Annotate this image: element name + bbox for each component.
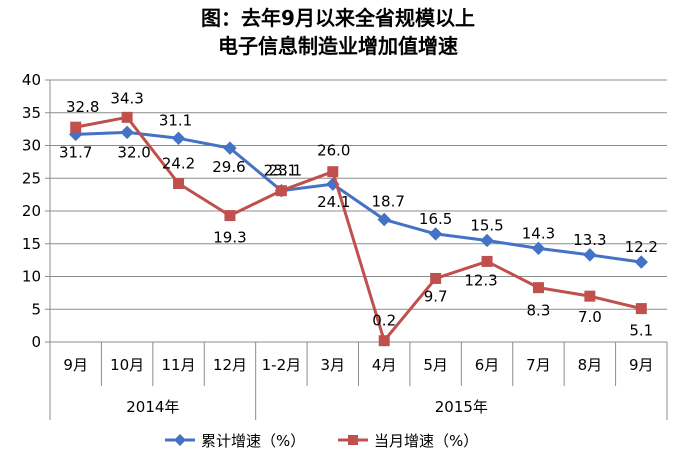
series-2-point — [481, 255, 493, 267]
x-tick-label: 9月 — [629, 356, 654, 374]
x-tick-label: 8月 — [578, 356, 603, 374]
series-1-point — [634, 255, 648, 269]
chart-title-line2: 电子信息制造业增加值增速 — [218, 34, 458, 58]
x-group-label: 2014年 — [126, 398, 179, 416]
series-1-point — [377, 212, 391, 227]
series-1-data-label: 14.3 — [522, 224, 555, 242]
x-tick-label: 9月 — [63, 356, 88, 374]
y-tick-label: 10 — [22, 268, 41, 286]
y-tick-label: 35 — [22, 104, 41, 122]
series-1-data-label: 12.2 — [625, 238, 658, 256]
series-2-point — [532, 282, 544, 294]
x-tick-label: 10月 — [110, 356, 144, 374]
series-2-data-label: 5.1 — [629, 322, 653, 340]
y-tick-label: 0 — [31, 333, 41, 351]
y-tick-label: 20 — [22, 202, 41, 220]
series-line-1 — [75, 130, 642, 264]
series-2-point — [430, 272, 442, 284]
series-1-data-label: 29.6 — [212, 158, 245, 176]
series-line-2 — [75, 115, 642, 343]
series-2-data-label: 34.3 — [110, 89, 143, 107]
x-tick-label: 6月 — [475, 356, 500, 374]
series-2-data-label: 0.2 — [372, 312, 396, 330]
x-tick-label: 1-2月 — [262, 356, 302, 374]
y-tick-label: 15 — [22, 235, 41, 253]
series-2-data-label: 9.7 — [424, 287, 448, 305]
series-2-point — [121, 111, 133, 123]
chart-title: 图：去年9月以来全省规模以上 电子信息制造业增加值增速 — [0, 4, 676, 60]
series-2-data-label: 19.3 — [213, 229, 246, 247]
x-tick-label: 3月 — [321, 356, 346, 374]
chart-title-line1: 图：去年9月以来全省规模以上 — [201, 6, 475, 30]
y-tick-label: 40 — [22, 71, 41, 89]
series-2-point — [275, 185, 287, 197]
x-tick-label: 12月 — [213, 356, 247, 374]
series-1-point — [428, 227, 443, 241]
series-2-data-label: 24.2 — [162, 154, 195, 172]
x-tick-label: 5月 — [423, 356, 448, 374]
series-2-point — [70, 121, 82, 133]
x-tick-label: 4月 — [372, 356, 397, 374]
series-2-data-label: 7.0 — [578, 308, 602, 326]
series-2-data-label: 26.0 — [317, 142, 350, 160]
legend-label-1: 累计增速（%） — [201, 432, 305, 450]
y-tick-label: 30 — [22, 137, 41, 155]
series-1-point — [171, 131, 186, 146]
series-2-point — [173, 177, 185, 189]
series-1-point — [120, 125, 134, 140]
series-1-data-label: 32.0 — [117, 143, 150, 161]
series-1-data-label: 13.3 — [573, 231, 606, 249]
series-1-data-label: 24.1 — [317, 193, 350, 211]
x-tick-label: 11月 — [161, 356, 195, 374]
x-group-label: 2015年 — [435, 398, 488, 416]
series-1-data-label: 31.1 — [159, 111, 192, 129]
y-tick-label: 5 — [31, 300, 41, 318]
legend-marker-square — [348, 435, 358, 445]
series-2-point — [635, 303, 647, 315]
series-2-point — [327, 166, 339, 178]
x-tick-label: 7月 — [526, 356, 551, 374]
series-2-data-label: 32.8 — [66, 98, 99, 116]
series-2-data-label: 12.3 — [464, 271, 497, 289]
series-1-data-label: 23.1 — [269, 162, 302, 180]
legend-marker-diamond — [174, 434, 186, 446]
series-2-data-label: 8.3 — [527, 302, 551, 320]
series-1-data-label: 15.5 — [470, 216, 503, 234]
series-2-data-label: 23.1 — [264, 162, 297, 180]
series-2-point — [584, 290, 596, 302]
series-1-data-label: 18.7 — [372, 193, 405, 211]
series-1-point — [223, 141, 237, 155]
series-1-point — [531, 241, 546, 256]
series-1-point — [583, 248, 597, 262]
series-2-point — [378, 335, 390, 347]
series-2-point — [224, 210, 236, 222]
legend-label-2: 当月增速（%） — [374, 432, 478, 450]
y-tick-label: 25 — [22, 169, 41, 187]
series-1-data-label: 31.7 — [59, 143, 92, 161]
series-1-point — [480, 233, 494, 248]
series-1-data-label: 16.5 — [419, 210, 452, 228]
